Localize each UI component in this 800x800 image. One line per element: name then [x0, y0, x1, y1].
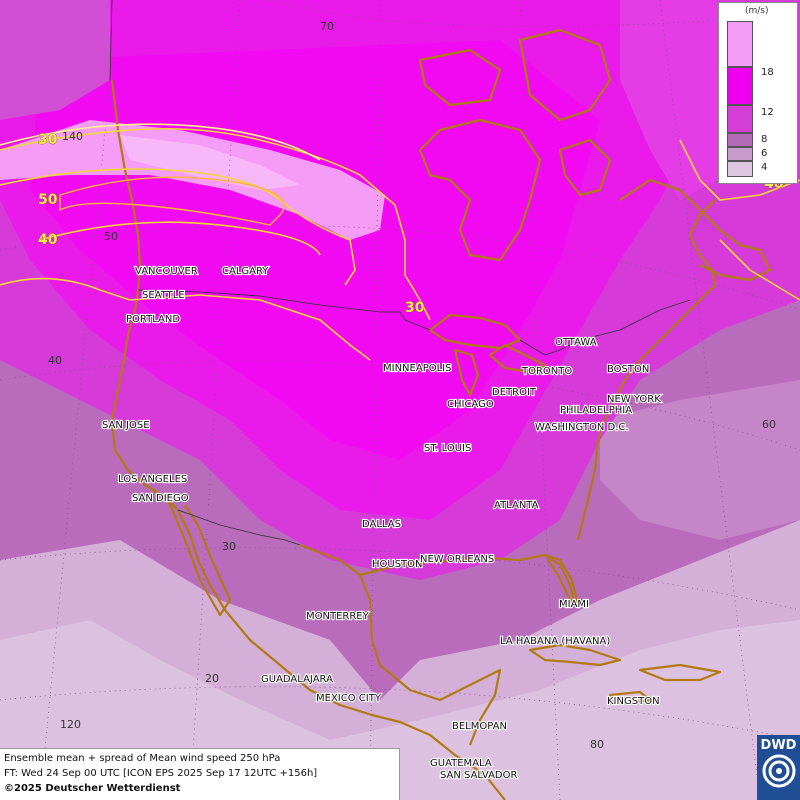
grid-label-lat40: 40 — [48, 354, 62, 367]
city-label-miami: MIAMI — [559, 599, 589, 610]
grid-label-lat70: 70 — [320, 20, 334, 33]
grid-label-lon80: 80 — [590, 738, 604, 751]
caption-copyright: ©2025 Deutscher Wetterdienst — [4, 783, 181, 794]
city-label-mexico-city: MEXICO CITY — [316, 693, 382, 704]
city-label-guadalajara: GUADALAJARA — [261, 674, 333, 685]
city-label-los-angeles: LOS ANGELES — [118, 474, 187, 485]
city-label-ottawa: OTTAWA — [555, 337, 597, 348]
grid-label-lat20: 20 — [205, 672, 219, 685]
dwd-logo: DWD — [757, 735, 800, 800]
legend-swatch-1 — [727, 21, 753, 67]
city-label-san-salvador: SAN SALVADOR — [440, 770, 517, 781]
city-label-san-diego: SAN DIEGO — [132, 493, 189, 504]
legend-swatch-6 — [727, 161, 753, 177]
city-label-san-jose: SAN JOSE — [102, 420, 150, 431]
contour-label-30-center: 30 — [405, 300, 425, 316]
legend: (m/s) 18 12 8 6 4 — [718, 2, 798, 184]
contour-label-30-nw: 30 — [38, 132, 58, 148]
city-label-calgary: CALGARY — [222, 266, 269, 277]
city-label-houston: HOUSTON — [372, 559, 423, 570]
city-label-kingston: KINGSTON — [607, 696, 660, 707]
city-label-seattle: SEATTLE — [142, 290, 185, 301]
grid-label-lon140: 140 — [62, 130, 83, 143]
city-label-guatemala: GUATEMALA — [430, 758, 492, 769]
city-label-atlanta: ATLANTA — [494, 500, 539, 511]
legend-label-18: 18 — [761, 67, 774, 78]
city-label-detroit: DETROIT — [492, 387, 537, 398]
city-label-chicago: CHICAGO — [447, 399, 494, 410]
caption-box: Ensemble mean + spread of Mean wind spee… — [0, 748, 400, 800]
legend-label-6: 6 — [761, 148, 768, 159]
legend-swatch-2 — [727, 67, 753, 105]
legend-label-8: 8 — [761, 134, 768, 145]
contour-label-40-w: 40 — [38, 232, 58, 248]
city-label-belmopan: BELMOPAN — [452, 721, 507, 732]
city-label-la-habana-havana: LA HABANA (HAVANA) — [500, 636, 610, 647]
city-label-toronto: TORONTO — [521, 366, 572, 377]
city-label-portland: PORTLAND — [126, 314, 180, 325]
city-label-washington-d-c: WASHINGTON D.C. — [535, 422, 629, 433]
grid-label-lat30: 30 — [222, 540, 236, 553]
contour-label-50: 50 — [38, 192, 58, 208]
city-label-vancouver: VANCOUVER — [135, 266, 198, 277]
caption-forecast-time: FT: Wed 24 Sep 00 UTC [ICON EPS 2025 Sep… — [4, 768, 318, 779]
grid-label-lon120: 120 — [60, 718, 81, 731]
city-label-st-louis: ST. LOUIS — [424, 443, 471, 454]
legend-unit: (m/s) — [745, 6, 769, 16]
city-label-minneapolis: MINNEAPOLIS — [383, 363, 451, 374]
city-layer: VANCOUVER CALGARY SEATTLE PORTLAND MINNEAPOL… — [101, 265, 662, 782]
grid-label-lon60: 60 — [762, 418, 776, 431]
dwd-logo-text: DWD — [760, 738, 797, 753]
city-label-new-orleans: NEW ORLEANS — [420, 554, 494, 565]
legend-label-12: 12 — [761, 107, 774, 118]
city-label-dallas: DALLAS — [362, 519, 401, 530]
caption-title: Ensemble mean + spread of Mean wind spee… — [4, 753, 281, 764]
legend-swatch-3 — [727, 105, 753, 133]
city-label-philadelphia: PHILADELPHIA — [560, 405, 632, 416]
grid-label-lat50: 50 — [104, 230, 118, 243]
dwd-swirl-icon — [762, 754, 795, 788]
legend-label-4: 4 — [761, 162, 768, 173]
city-label-monterrey: MONTERREY — [306, 611, 370, 622]
city-label-new-york: NEW YORK — [607, 394, 661, 405]
city-label-boston: BOSTON — [607, 364, 649, 375]
legend-swatch-4 — [727, 133, 753, 147]
legend-swatch-5 — [727, 147, 753, 161]
